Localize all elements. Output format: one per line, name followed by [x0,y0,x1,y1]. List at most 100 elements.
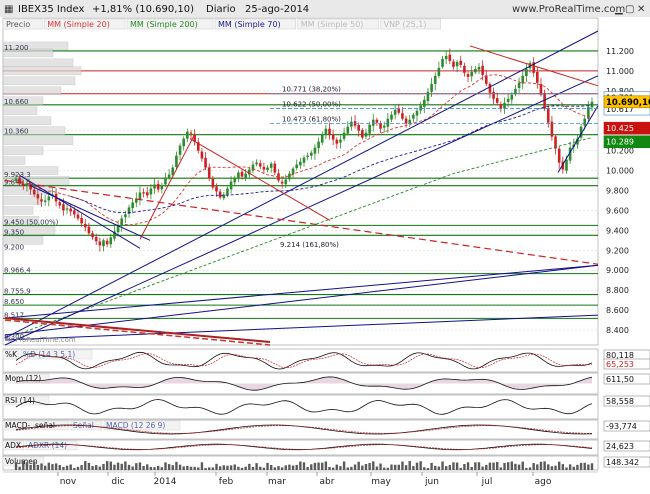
volume-bar [218,466,222,470]
candle-body [587,106,590,119]
oscillator-legend: %D (14 3 5,1) [23,350,75,359]
candle-body [156,183,160,190]
trend-channel-line [29,185,151,241]
oscillator-tag-label: 80,118 [606,351,634,360]
price-tag-label: 10.289 [606,138,634,147]
candle-body [21,183,25,186]
volume-bar [357,461,360,470]
minimize-icon[interactable]: ▁ [614,4,623,15]
candle-body [160,185,164,190]
volume-bar [368,462,371,470]
volume-bar [401,461,404,470]
candle-body [459,60,463,65]
maximize-icon[interactable]: ▢ [625,4,634,15]
volume-bar [105,461,109,470]
level-label: 8.966,4 [4,267,31,275]
volume-bar [182,466,185,470]
x-tick-label: feb [219,477,234,487]
volume-bar [448,464,452,470]
oscillator-tag-label: 65,253 [606,360,634,369]
candle-body [43,200,47,202]
x-tick-label: jun [424,477,439,487]
oscillator-legend: RSI (14) [5,396,35,405]
candle-body [288,173,291,180]
volume-profile-bar [2,86,62,96]
volume-bar [390,464,393,470]
volume-bar [444,466,448,470]
candle-body [229,181,233,190]
candle-body [466,74,470,77]
level-label: 9.923,3 [4,171,31,179]
volume-bar [18,466,21,470]
oscillator-legend-box [103,420,181,431]
volume-bar [113,464,116,470]
candle-body [284,179,288,185]
candle-body [65,208,69,210]
candle-body [204,157,207,168]
candle-body [135,198,138,203]
volume-bar [171,465,174,470]
volume-bar [353,464,357,470]
volume-bar [124,461,127,470]
candle-body [324,128,328,135]
volume-bar [84,461,87,470]
volume-bar [251,466,255,470]
volume-bar [590,463,594,470]
candle-body [455,61,459,67]
volume-bar [189,466,193,470]
candle-body [295,164,299,169]
volume-bar [102,463,105,470]
volume-bar [47,462,51,470]
volume-bar [579,462,583,470]
candle-body [521,75,525,84]
volume-bar [280,467,284,470]
candle-body [145,192,149,196]
oscillator-tag-label: 24,623 [606,442,634,451]
y-tick-label: 9.600 [606,206,629,215]
volume-bar [138,462,142,470]
volume-bar [317,462,320,470]
candle-body [47,196,51,201]
candle-body [142,192,145,194]
candle-body [87,226,91,234]
close-icon[interactable]: ✕ [637,4,645,15]
volume-bar [335,464,339,470]
y-tick-label: 8.400 [606,326,629,335]
candle-body [346,126,350,134]
menu-icon[interactable]: ▦ [4,4,13,15]
oscillator-legend-box [2,395,50,406]
volume-bar [65,465,69,470]
y-tick-label: 10.200 [606,147,634,156]
volume-bar [262,467,266,470]
candle-body [561,161,565,170]
candle-body [441,58,444,67]
volume-bar [565,467,568,470]
candle-body [437,67,441,76]
oscillator-tag [603,440,650,452]
candle-body [419,105,422,111]
candle-body [412,114,415,119]
level-label: 10.660 [4,98,29,106]
level-label: 10.360 [4,128,29,136]
candle-body [233,177,237,183]
candle-body [218,191,222,198]
volume-profile-bar [2,206,34,215]
volume-profile-bar [2,136,74,145]
volume-bar [127,464,131,470]
volume-bar [557,461,561,470]
candle-body [536,71,539,83]
red-trend-line [139,133,196,240]
volume-bar [142,466,145,470]
candle-body [291,168,295,175]
oscillator-line [15,351,593,370]
candle-body [14,178,18,181]
oscillator-tag-label: 148.342 [606,458,639,467]
oscillator-tag [603,373,650,385]
oscillator-legend: MACD (12 26 9) [106,421,165,430]
volume-profile-bar [2,58,74,68]
candle-body [554,136,557,149]
candle-body [328,128,331,135]
candle-body [404,118,408,124]
price-tag-label: 10.617 [606,105,634,114]
volume-profile-bar [2,196,42,205]
